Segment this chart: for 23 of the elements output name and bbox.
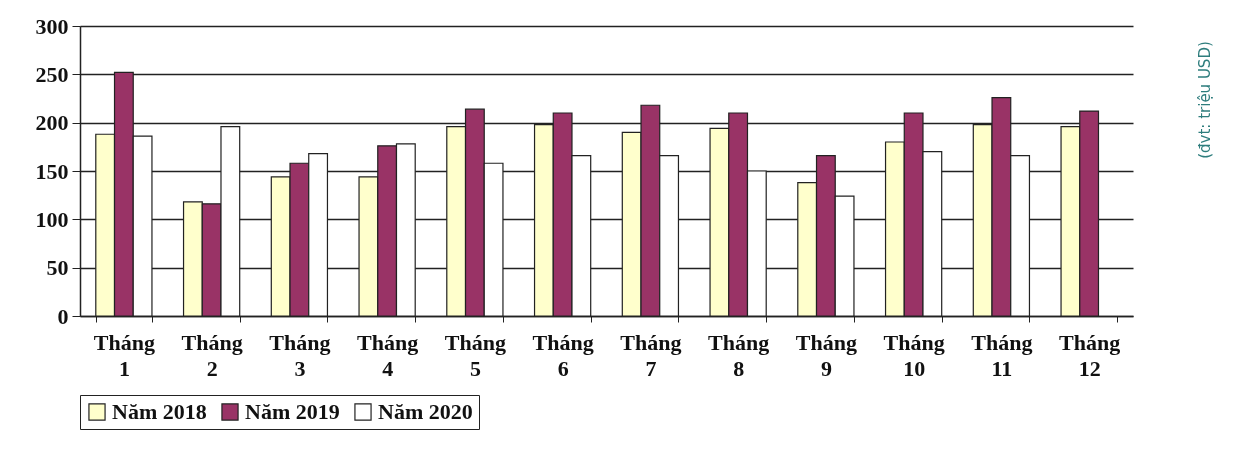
- y-tick-label: 200: [35, 110, 69, 136]
- y-tick-label: 250: [35, 61, 69, 87]
- x-tick-label: Tháng 12: [1059, 329, 1121, 381]
- y-tick-label: 300: [35, 13, 69, 39]
- x-tick-label: Tháng 4: [357, 329, 419, 381]
- legend-label: Năm 2018: [112, 399, 207, 424]
- x-tick-label: Tháng 1: [93, 329, 155, 381]
- x-tick-label: Tháng 2: [181, 329, 243, 381]
- y-axis-title: (đvt: triệu USD): [1196, 41, 1214, 159]
- x-tick-label: Tháng 7: [620, 329, 682, 381]
- x-tick-label: Tháng 11: [971, 329, 1033, 381]
- x-tick-label: Tháng 5: [444, 329, 506, 381]
- y-tick-label: 50: [46, 255, 69, 281]
- x-tick-label: Tháng 8: [708, 329, 770, 381]
- y-tick-label: 100: [35, 206, 69, 232]
- legend-label: Năm 2020: [378, 399, 473, 424]
- x-tick-label: Tháng 9: [795, 329, 857, 381]
- legend-label: Năm 2019: [245, 399, 340, 424]
- y-tick-label: 0: [57, 303, 69, 329]
- x-tick-label: Tháng 3: [269, 329, 331, 381]
- y-tick-label: 150: [35, 158, 69, 184]
- x-tick-label: Tháng 6: [532, 329, 594, 381]
- x-tick-label: Tháng 10: [883, 329, 945, 381]
